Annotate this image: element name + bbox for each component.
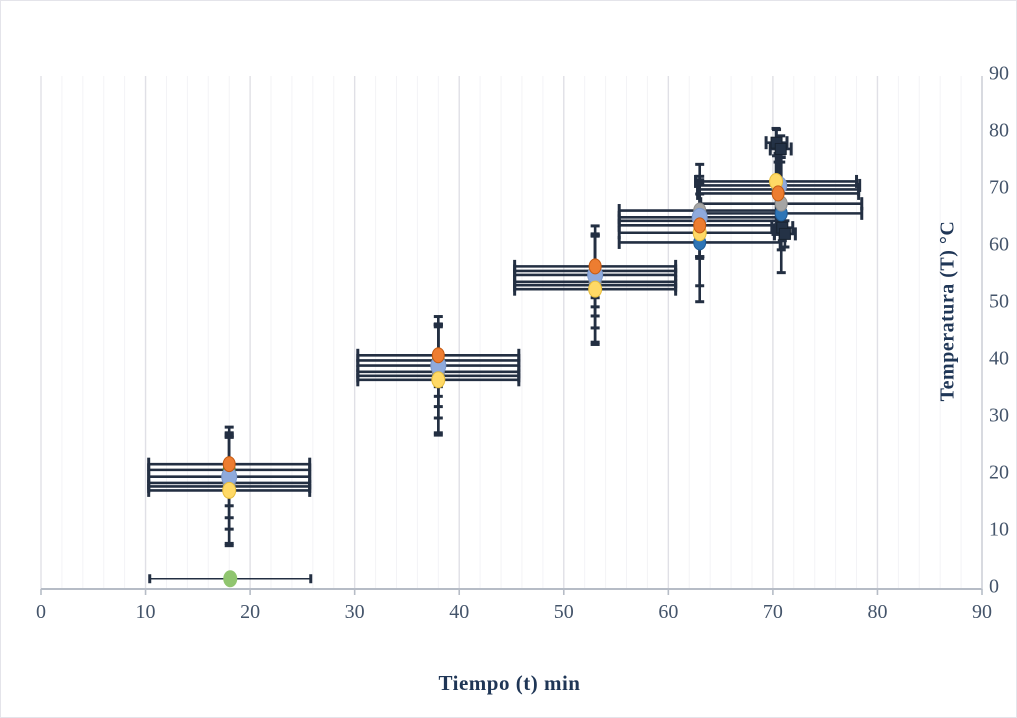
serie-azul-claro-error-bars — [147, 142, 862, 520]
serie-amarilla-markers — [222, 172, 784, 499]
y-tick-label: 80 — [989, 120, 1009, 142]
serie-naranja-point — [222, 456, 236, 473]
serie-azul-error-bars — [147, 152, 864, 548]
y-tick-label: 0 — [989, 576, 999, 598]
y-tick-label: 20 — [989, 462, 1009, 484]
x-tick-label: 30 — [345, 601, 365, 623]
axes — [40, 76, 983, 595]
x-tick-label: 10 — [136, 601, 156, 623]
serie-azul-markers — [222, 205, 788, 495]
serie-cuadros-navy-point — [774, 142, 787, 155]
y-tick-label: 30 — [989, 405, 1009, 427]
serie-amarilla-point — [222, 481, 237, 499]
y-tick-label: 60 — [989, 234, 1009, 256]
serie-cuadros-navy-markers — [770, 136, 791, 240]
y-axis-title-text: Temperatura (T) °C — [936, 220, 959, 402]
y-tick-label: 70 — [989, 177, 1009, 199]
serie-naranja-point — [771, 185, 785, 202]
serie-verde-base-markers — [223, 570, 238, 588]
x-tick-label: 90 — [972, 601, 992, 623]
x-tick-label: 0 — [36, 601, 46, 623]
serie-cuadros-navy-point — [778, 227, 791, 240]
y-tick-label: 50 — [989, 291, 1009, 313]
x-tick-label: 80 — [867, 601, 887, 623]
x-tick-label: 20 — [240, 601, 260, 623]
serie-naranja-markers — [222, 185, 785, 473]
serie-naranja-point — [431, 347, 445, 364]
y-tick-label: 90 — [989, 63, 1009, 85]
y-tick-labels: 0 10 20 30 40 50 60 70 80 90 — [989, 63, 1009, 598]
serie-amarilla-point — [588, 280, 603, 298]
y-tick-label: 10 — [989, 519, 1009, 541]
serie-naranja-point — [693, 217, 707, 234]
serie-verde-base-point — [223, 570, 238, 588]
x-tick-label: 70 — [763, 601, 783, 623]
x-axis-title: Tiempo (t) min — [438, 671, 581, 695]
x-tick-label: 50 — [554, 601, 574, 623]
gridlines — [40, 76, 983, 589]
data-markers — [221, 136, 791, 588]
x-tick-label: 60 — [658, 601, 678, 623]
x-tick-label: 40 — [449, 601, 469, 623]
error-bars — [147, 126, 864, 584]
serie-amarilla-point — [431, 371, 446, 389]
y-tick-label: 40 — [989, 348, 1009, 370]
x-tick-labels: 0 10 20 30 40 50 60 70 80 90 — [36, 601, 992, 623]
serie-naranja-point — [588, 258, 602, 275]
